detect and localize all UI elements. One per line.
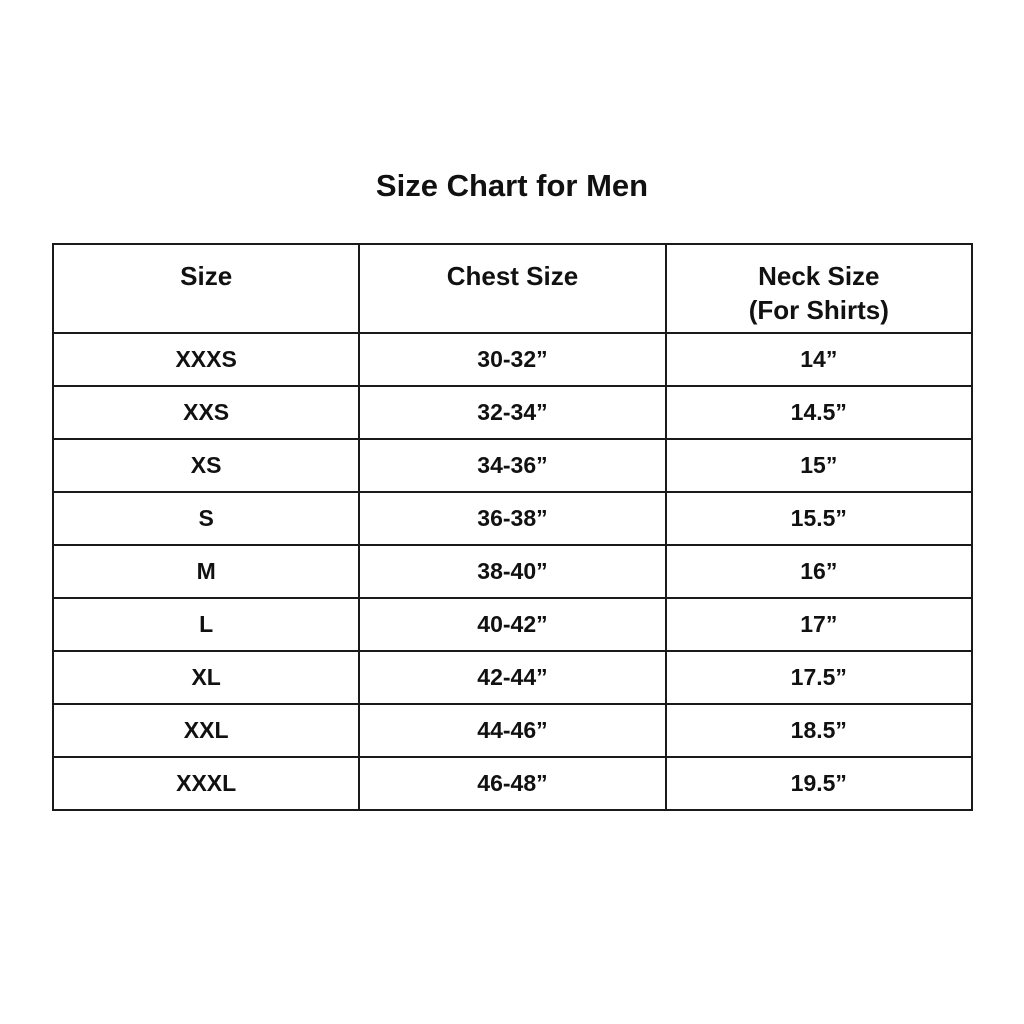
cell-neck-size: 15” xyxy=(664,438,974,493)
header-row: Size Chest Size Neck Size (For Shirts) xyxy=(51,243,974,334)
cell-neck-size: 19.5” xyxy=(664,756,974,811)
cell-size: XXXL xyxy=(51,756,361,811)
table-row: XS 34-36” 15” xyxy=(51,438,974,493)
cell-chest-size: 36-38” xyxy=(358,491,667,546)
table-row: XL 42-44” 17.5” xyxy=(51,650,974,705)
cell-neck-size: 17” xyxy=(664,597,974,652)
cell-chest-size: 42-44” xyxy=(358,650,667,705)
header-size: Size xyxy=(51,243,361,334)
cell-size: XXL xyxy=(51,703,361,758)
header-neck-size: Neck Size (For Shirts) xyxy=(664,243,974,334)
table-row: XXXS 30-32” 14” xyxy=(51,332,974,387)
table-row: S 36-38” 15.5” xyxy=(51,491,974,546)
cell-size: XXXS xyxy=(51,332,361,387)
cell-chest-size: 46-48” xyxy=(358,756,667,811)
table-row: XXXL 46-48” 19.5” xyxy=(51,756,974,811)
cell-size: XL xyxy=(51,650,361,705)
table-row: M 38-40” 16” xyxy=(51,544,974,599)
cell-size: M xyxy=(51,544,361,599)
cell-chest-size: 34-36” xyxy=(358,438,667,493)
table-row: XXL 44-46” 18.5” xyxy=(51,703,974,758)
cell-chest-size: 44-46” xyxy=(358,703,667,758)
header-neck-size-note: (For Shirts) xyxy=(748,295,889,325)
cell-neck-size: 14.5” xyxy=(664,385,974,440)
cell-neck-size: 18.5” xyxy=(664,703,974,758)
table-body: XXXS 30-32” 14” XXS 32-34” 14.5” XS 34-36” 15” S 3… xyxy=(51,332,974,811)
cell-size: XS xyxy=(51,438,361,493)
cell-neck-size: 15.5” xyxy=(664,491,974,546)
cell-neck-size: 16” xyxy=(664,544,974,599)
size-table: Size Chest Size Neck Size (For Shirts) X… xyxy=(51,243,974,811)
cell-chest-size: 32-34” xyxy=(358,385,667,440)
cell-size: S xyxy=(51,491,361,546)
cell-chest-size: 30-32” xyxy=(358,332,667,387)
cell-neck-size: 14” xyxy=(664,332,974,387)
header-neck-size-label: Neck Size xyxy=(758,261,880,291)
page-title: Size Chart for Men xyxy=(375,168,649,203)
cell-chest-size: 40-42” xyxy=(358,597,667,652)
table-row: L 40-42” 17” xyxy=(51,597,974,652)
table-row: XXS 32-34” 14.5” xyxy=(51,385,974,440)
header-chest-size: Chest Size xyxy=(358,243,667,334)
cell-size: XXS xyxy=(51,385,361,440)
cell-neck-size: 17.5” xyxy=(664,650,974,705)
cell-chest-size: 38-40” xyxy=(358,544,667,599)
cell-size: L xyxy=(51,597,361,652)
